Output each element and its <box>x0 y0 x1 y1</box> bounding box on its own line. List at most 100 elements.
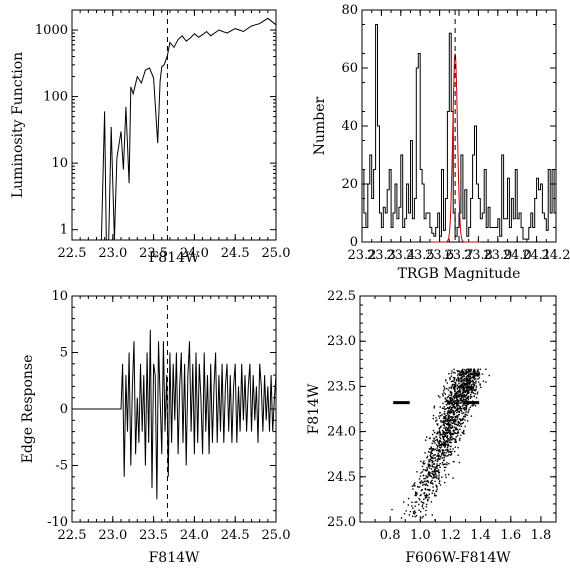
cmd-point <box>447 438 449 440</box>
cmd-point <box>456 403 459 405</box>
cmd-point <box>455 428 457 431</box>
cmd-point <box>453 412 455 415</box>
cmd-point <box>444 434 446 436</box>
cmd-point <box>444 387 446 389</box>
cmd-point <box>454 392 456 395</box>
cmd-point <box>430 459 433 462</box>
cmd-point <box>454 418 456 420</box>
cmd-point <box>443 455 445 457</box>
cmd-point <box>459 398 461 400</box>
cmd-point <box>446 436 448 438</box>
cmd-point <box>427 476 429 478</box>
cmd-point <box>453 398 455 400</box>
cmd-point <box>472 375 474 378</box>
cmd-point <box>445 380 447 382</box>
cmd-point <box>447 402 449 404</box>
cmd-point <box>450 434 452 436</box>
cmd-point <box>434 519 436 521</box>
edge-xtick-label: 24.5 <box>221 528 250 543</box>
cmd-point <box>429 460 431 462</box>
cmd-point <box>431 472 433 474</box>
cmd-point <box>474 375 476 377</box>
cmd-point <box>462 431 465 433</box>
hist-series-steps <box>362 24 556 240</box>
cmd-point <box>459 418 461 421</box>
cmd-point <box>479 384 481 386</box>
cmd-point <box>467 376 469 378</box>
cmd-point <box>436 475 438 477</box>
hist-xtick-label: 24.1 <box>522 248 551 263</box>
cmd-point <box>428 471 430 473</box>
cmd-point <box>462 379 465 382</box>
cmd-point <box>465 376 468 378</box>
cmd-point <box>456 401 459 404</box>
lf-frame <box>71 9 277 241</box>
cmd-xtick-label: 1.2 <box>440 528 461 543</box>
cmd-point <box>462 418 465 420</box>
cmd-point <box>422 474 425 477</box>
cmd-point <box>464 372 467 375</box>
cmd-point <box>474 369 476 371</box>
cmd-point <box>488 374 490 377</box>
cmd-point <box>425 509 427 512</box>
cmd-point <box>418 503 420 506</box>
cmd-point <box>426 484 429 487</box>
cmd-point <box>442 441 445 443</box>
cmd-point <box>429 451 431 454</box>
cmd-point <box>476 375 479 377</box>
cmd-point <box>444 393 447 395</box>
cmd-point <box>445 408 447 410</box>
cmd-point <box>467 386 469 389</box>
cmd-point <box>445 452 447 454</box>
cmd-point <box>447 419 449 421</box>
cmd-point <box>431 448 433 450</box>
cmd-point <box>455 402 457 404</box>
cmd-point <box>403 513 406 515</box>
cmd-point <box>450 372 453 375</box>
cmd-point <box>455 418 457 421</box>
cmd-point <box>452 430 455 432</box>
cmd-point <box>418 478 421 480</box>
cmd-point <box>450 394 452 396</box>
cmd-point <box>426 457 428 459</box>
cmd-point <box>451 370 453 372</box>
cmd-point <box>425 514 427 516</box>
cmd-point <box>434 474 436 476</box>
cmd-point <box>460 380 462 382</box>
cmd-point <box>449 400 451 402</box>
cmd-point <box>463 380 465 382</box>
cmd-point <box>441 476 443 478</box>
cmd-point <box>439 396 441 398</box>
cmd-point <box>442 463 444 465</box>
cmd-point <box>451 384 453 386</box>
cmd-point <box>468 371 470 373</box>
cmd-point <box>458 378 460 380</box>
cmd-point <box>464 391 466 394</box>
cmd-point <box>441 443 444 445</box>
cmd-point <box>414 501 416 503</box>
cmd-point <box>456 435 459 437</box>
cmd-points <box>391 368 490 521</box>
cmd-point <box>430 446 432 448</box>
cmd-point <box>462 397 465 399</box>
cmd-point <box>458 404 460 407</box>
cmd-point <box>438 464 440 467</box>
cmd-point <box>433 407 435 409</box>
cmd-point <box>416 501 418 503</box>
cmd-point <box>459 374 461 376</box>
cmd-point <box>419 499 421 501</box>
cmd-point <box>444 444 446 447</box>
cmd-point <box>457 416 459 418</box>
cmd-point <box>443 424 445 426</box>
cmd-point <box>431 462 433 464</box>
cmd-point <box>449 412 451 414</box>
cmd-point <box>475 373 477 375</box>
cmd-point <box>455 440 457 442</box>
cmd-point <box>422 462 425 464</box>
cmd-point <box>464 395 467 397</box>
cmd-point <box>432 448 434 450</box>
cmd-point <box>445 455 447 457</box>
cmd-point <box>414 482 416 484</box>
cmd-point <box>448 410 451 412</box>
cmd-point <box>475 373 478 375</box>
